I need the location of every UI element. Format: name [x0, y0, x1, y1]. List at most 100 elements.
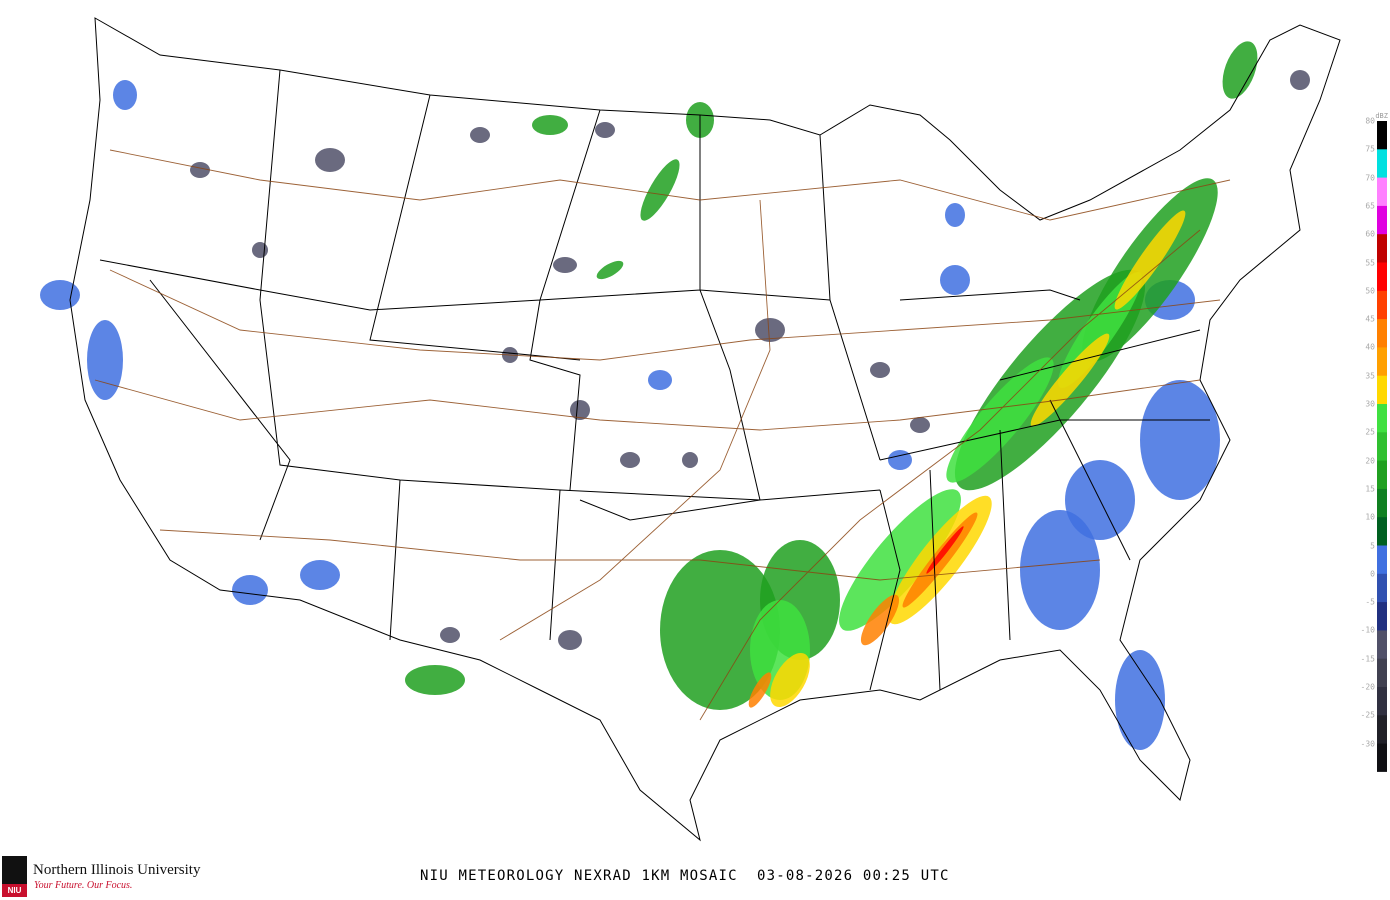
legend-swatch	[1377, 432, 1387, 462]
legend-swatch	[1377, 347, 1387, 377]
radar-echo	[940, 265, 970, 295]
university-name: Northern Illinois University	[33, 862, 201, 878]
niu-logo-mark: NIU	[2, 856, 27, 897]
radar-echo	[232, 575, 268, 605]
radar-echo	[553, 257, 577, 273]
radar-echo	[595, 122, 615, 138]
dbz-legend: dBZ 80 75 70 65 60 55 50 45 40 35 30 25 20 15 10 5 0 -5 -1…	[1358, 112, 1390, 752]
legend-label: 75	[1365, 144, 1375, 154]
legend-label: 50	[1365, 286, 1375, 296]
radar-echo	[300, 560, 340, 590]
radar-echo	[1290, 70, 1310, 90]
legend-label: 20	[1365, 456, 1375, 466]
radar-echo	[748, 672, 772, 708]
legend-label: -20	[1360, 682, 1375, 692]
legend-swatch	[1377, 234, 1387, 263]
legend-swatch	[1377, 715, 1387, 745]
niu-mark-text: NIU	[2, 884, 27, 897]
legend-label: 5	[1370, 541, 1375, 550]
legend-swatch	[1377, 177, 1387, 207]
legend-unit: dBZ	[1375, 112, 1388, 120]
radar-echo	[405, 665, 465, 695]
legend-label: 60	[1365, 229, 1375, 239]
radar-echo	[1222, 41, 1258, 99]
radar-echoes	[40, 41, 1310, 750]
legend-label: 15	[1365, 484, 1375, 494]
radar-echo	[1140, 380, 1220, 500]
legend-label: 10	[1365, 512, 1375, 522]
legend-label: 45	[1365, 314, 1375, 324]
country-outline	[69, 17, 1341, 842]
legend-label: -25	[1360, 710, 1375, 720]
radar-echo	[648, 370, 672, 390]
legend-swatch	[1377, 573, 1387, 603]
radar-echo	[839, 489, 961, 631]
legend-swatch	[1377, 205, 1387, 235]
legend-swatch	[1377, 658, 1387, 688]
map-title: NIU METEOROLOGY NEXRAD 1KM MOSAIC 03-08-…	[420, 868, 950, 884]
radar-echo	[532, 115, 568, 135]
radar-echo	[926, 526, 964, 574]
radar-echo	[640, 159, 680, 221]
radar-echo	[190, 162, 210, 178]
radar-echo	[570, 400, 590, 420]
legend-label: -5	[1365, 597, 1375, 607]
legend-label: -10	[1360, 625, 1375, 635]
legend-label: 35	[1365, 371, 1375, 381]
legend-swatch	[1377, 517, 1387, 546]
radar-echo	[888, 450, 912, 470]
radar-echo	[470, 127, 490, 143]
radar-echo	[870, 362, 890, 378]
radar-echo	[946, 357, 1054, 483]
niu-logo: NIU Northern Illinois University Your Fu…	[2, 856, 242, 898]
radar-echo	[252, 242, 268, 258]
legend-swatch	[1377, 319, 1387, 348]
legend-swatch	[1377, 488, 1387, 518]
radar-echo	[1114, 210, 1186, 310]
legend-swatch	[1377, 545, 1387, 575]
radar-echo	[910, 417, 930, 433]
legend-swatch	[1377, 375, 1387, 405]
legend-label: -30	[1360, 739, 1375, 749]
legend-label: 40	[1365, 342, 1375, 352]
radar-echo	[87, 320, 123, 400]
radar-echo	[945, 203, 965, 227]
legend-swatch	[1377, 404, 1387, 433]
radar-echo	[1115, 650, 1165, 750]
radar-echo	[682, 452, 698, 468]
legend-swatch	[1377, 602, 1387, 631]
legend-swatch	[1377, 743, 1387, 772]
legend-label: 0	[1370, 569, 1375, 579]
university-tagline: Your Future. Our Focus.	[34, 880, 133, 891]
legend-label: 25	[1365, 427, 1375, 437]
legend-label: -15	[1360, 654, 1375, 664]
legend-swatch	[1377, 687, 1387, 716]
highways	[94, 149, 1231, 721]
legend-label: 55	[1365, 258, 1375, 267]
legend-bar	[1377, 121, 1387, 772]
radar-echo	[113, 80, 137, 110]
radar-echo	[558, 630, 582, 650]
legend-swatch	[1377, 262, 1387, 292]
legend-swatch	[1377, 290, 1387, 320]
radar-echo	[440, 627, 460, 643]
radar-echo	[755, 318, 785, 342]
radar-echo	[770, 652, 810, 708]
legend-swatch	[1377, 149, 1387, 179]
legend-label: 80	[1365, 116, 1375, 126]
radar-echo	[660, 550, 780, 710]
legend-swatch	[1377, 630, 1387, 660]
radar-echo	[1020, 510, 1100, 630]
radar-echo	[1030, 333, 1110, 427]
legend-label: 30	[1365, 399, 1375, 409]
radar-echo	[620, 452, 640, 468]
legend-label: 65	[1365, 201, 1375, 211]
legend-swatch	[1377, 460, 1387, 490]
legend-label: 70	[1365, 173, 1375, 183]
radar-echo	[596, 260, 624, 280]
radar-echo	[315, 148, 345, 172]
legend-swatch	[1377, 121, 1387, 150]
radar-echo	[40, 280, 80, 310]
radar-echo	[860, 594, 900, 646]
